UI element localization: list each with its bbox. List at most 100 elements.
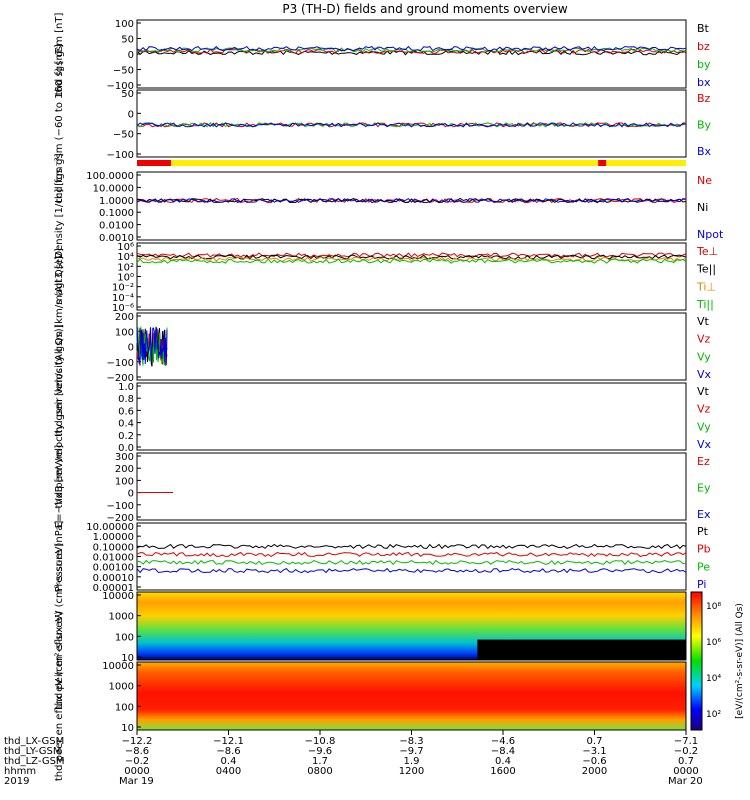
legend-entry: Vx	[697, 368, 712, 381]
ephemeris-value: Mar 19	[119, 776, 154, 787]
ephemeris-value: −8.3	[399, 736, 423, 747]
legend-entry: By	[697, 119, 712, 132]
ephemeris-value: −8.6	[216, 746, 240, 757]
y-tick-label: 10	[121, 653, 134, 664]
y-tick-label: 100.0000	[86, 171, 134, 182]
y-axis-label: thd peer velocity gsm [km/s (All Qs)]	[54, 324, 65, 508]
panel-frame	[136, 312, 687, 381]
y-tick-label: 0.10000	[93, 542, 134, 553]
mode-bar	[137, 160, 686, 166]
y-tick-label: −50	[113, 66, 134, 77]
panel-frame	[136, 242, 687, 311]
ephemeris-value: 0800	[307, 766, 332, 777]
series-line	[136, 258, 687, 264]
y-tick-label: 1000	[109, 612, 134, 623]
y-tick-label: 10⁶	[117, 242, 134, 253]
series-line	[136, 256, 687, 262]
y-tick-label: 100	[115, 702, 134, 713]
y-tick-label: 100	[115, 632, 134, 643]
ephemeris-row-label: thd_LX-GSM	[4, 736, 64, 747]
panel-9: 10000 1000 100 10 thd peir en eflux eV (cm²-…	[54, 542, 687, 709]
y-axis-label: Density [1/cc] [cm⁻³]	[54, 153, 65, 258]
series-line	[136, 567, 687, 574]
series-line	[136, 543, 687, 550]
ephemeris-value: −9.6	[308, 746, 332, 757]
y-tick-label: 0.0100	[99, 221, 134, 232]
legend-entry: Ni	[697, 201, 708, 214]
y-tick-label: 10⁻⁴	[112, 293, 134, 304]
ephemeris-value: 0.4	[221, 756, 237, 767]
ephemeris-value: 1200	[399, 766, 424, 777]
ephemeris-value: −3.1	[582, 746, 606, 757]
y-tick-label: 1.0	[118, 382, 134, 393]
chart-title: P3 (TH-D) fields and ground moments over…	[282, 2, 567, 16]
y-tick-label: 100	[115, 476, 134, 487]
y-tick-label: 10	[121, 723, 134, 734]
legend-entry: Vt	[697, 315, 710, 328]
ephemeris-value: −12.2	[122, 736, 153, 747]
panel-10: 10000 1000 100 10 thd peer en eflux eV (cm²-…	[54, 611, 687, 781]
ephemeris-value: −7.1	[674, 736, 698, 747]
y-tick-label: 10000	[102, 661, 134, 672]
panel-2: 50 0 −50 −100 thd fgs gsm (−60 to 160 s) [nT…	[54, 44, 712, 203]
y-tick-label: 10⁻²	[112, 283, 134, 294]
panel-6: 1.00.80.6 0.40.20.0 thd peer velocity gsm …	[54, 324, 712, 508]
y-axis-label: thd peir velocity gsm [km/s (All Qs)]	[54, 256, 65, 437]
legend-entry: Pe	[697, 560, 710, 573]
series-line	[136, 197, 687, 204]
ephemeris-value: 1.7	[312, 756, 328, 767]
panel-frame	[136, 382, 687, 451]
colorbar-tick-label: 10²	[706, 710, 721, 720]
ephemeris-value: 0.7	[587, 736, 603, 747]
heatmap-low-flux	[477, 639, 686, 660]
y-tick-label: −50	[113, 130, 134, 141]
legend-entry: Te⊥	[696, 245, 718, 258]
legend-entry: Vz	[697, 333, 711, 346]
legend-entry: bx	[697, 76, 711, 89]
panel-frame	[136, 452, 687, 521]
y-axis-label: E=−VxB [mV/m]	[54, 445, 65, 528]
ephemeris-value: −8.6	[125, 746, 149, 757]
mode-bar-segment	[137, 160, 171, 166]
heatmap-fill	[137, 662, 686, 730]
ephemeris-value: −0.2	[125, 756, 149, 767]
y-tick-label: −100	[107, 358, 134, 369]
legend-entry: bz	[697, 40, 710, 53]
legend-entry: Vz	[697, 403, 711, 416]
ephemeris-value: 0400	[216, 766, 241, 777]
y-tick-label: 10.0000	[93, 183, 134, 194]
y-tick-label: 200	[115, 312, 134, 323]
series-line	[136, 47, 687, 53]
y-tick-label: 1000	[109, 682, 134, 693]
ephemeris-row-label: 2019	[4, 776, 29, 787]
panel-8: 10.000001.000000.100000.010000.001000.00…	[54, 521, 711, 594]
ephemeris-value: 0.4	[495, 756, 511, 767]
legend-entry: Bt	[697, 22, 710, 35]
panel-frame	[136, 171, 687, 241]
y-tick-label: −200	[107, 373, 134, 384]
ephemeris-value: 1.9	[404, 756, 420, 767]
ephemeris-value: −8.4	[491, 746, 515, 757]
y-tick-label: 0	[128, 50, 134, 61]
y-tick-label: 10⁻⁶	[112, 303, 134, 314]
legend-entry: Pt	[697, 525, 709, 538]
y-tick-label: 0.00100	[93, 563, 134, 574]
ephemeris-value: 0.7	[678, 756, 694, 767]
colorbar-tick-label: 10⁴	[706, 674, 721, 684]
legend-entry: Vy	[697, 350, 711, 363]
legend-entry: Bx	[697, 145, 712, 158]
legend-entry: Ez	[697, 455, 710, 468]
y-tick-label: 200	[115, 464, 134, 475]
y-axis-label: thd fgs gsm (−60 to 160 s) [nT]	[54, 44, 65, 203]
legend-entry: Vx	[697, 438, 712, 451]
y-tick-label: 0.8	[118, 394, 134, 405]
y-tick-label: 1.0000	[99, 196, 134, 207]
y-tick-label: −100	[107, 81, 134, 92]
y-axis-label: thd peir en eflux eV (cm²-s-sr-eV)	[54, 542, 65, 709]
panel-1: 100 50 0 −50 −100 thd fgs gsm [nT] Bt bz by bx	[54, 13, 711, 96]
y-tick-label: 100	[115, 327, 134, 338]
series-line	[136, 551, 687, 558]
